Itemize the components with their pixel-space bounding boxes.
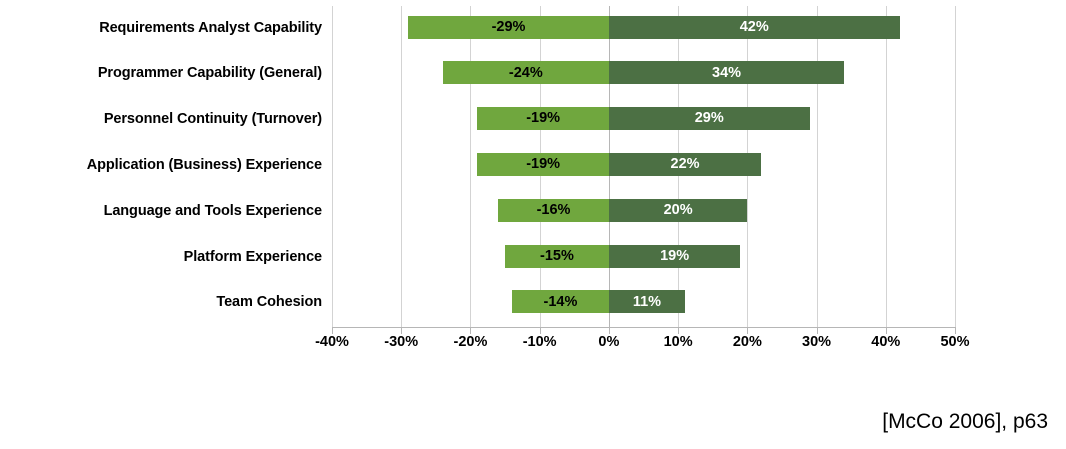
category-axis-labels: Requirements Analyst Capability Programme…: [0, 6, 322, 327]
x-tick-label: 10%: [663, 334, 693, 350]
bar-negative: -14%: [511, 290, 609, 314]
axis-tick: [470, 328, 472, 334]
bar-value-label: -19%: [526, 156, 561, 173]
axis-tick: [332, 328, 333, 334]
x-tick-label: -10%: [522, 334, 557, 350]
category-label: Programmer Capability (General): [97, 65, 322, 82]
bar-row: -24% 34%: [332, 61, 955, 85]
bar-negative: -19%: [477, 107, 609, 131]
axis-tick: [678, 328, 680, 334]
bar-negative: -19%: [477, 152, 609, 176]
category-label: Platform Experience: [183, 248, 322, 265]
bar-value-label: 34%: [712, 64, 742, 81]
bar-value-label: 22%: [670, 156, 700, 173]
x-axis-line: [332, 327, 956, 328]
bar-positive: 11%: [608, 290, 686, 314]
bar-value-label: 29%: [694, 110, 724, 127]
x-tick-label: 0%: [598, 334, 620, 350]
category-label: Team Cohesion: [216, 294, 322, 311]
bar-value-label: -29%: [491, 18, 526, 35]
gridline: [401, 6, 403, 327]
category-label: Application (Business) Experience: [86, 156, 322, 173]
bar-row: -15% 19%: [332, 244, 955, 268]
category-label: Requirements Analyst Capability: [99, 19, 322, 36]
bar-row: -14% 11%: [332, 290, 955, 314]
bar-row: -16% 20%: [332, 198, 955, 222]
bar-row: -19% 22%: [332, 152, 955, 176]
bar-chart: Requirements Analyst Capability Programme…: [0, 6, 1066, 360]
bar-positive: 22%: [608, 152, 762, 176]
gridline: [816, 6, 818, 327]
x-tick-label: 20%: [732, 334, 762, 350]
bar-positive: 20%: [608, 198, 748, 222]
axis-tick: [955, 328, 956, 334]
bar-value-label: -15%: [540, 247, 574, 264]
bar-negative: -16%: [498, 198, 609, 222]
bar-negative: -15%: [505, 244, 609, 268]
bar-row: -29% 42%: [332, 15, 955, 39]
x-axis-tick-labels: -40% -30% -20% -10% 0% 10% 20% 30% 40% 50%: [0, 334, 1066, 360]
bar-positive: 19%: [608, 244, 741, 268]
bar-negative: -29%: [408, 15, 609, 39]
x-tick-label: 50%: [940, 334, 970, 350]
bar-value-label: 19%: [660, 247, 690, 264]
bar-positive: 29%: [608, 107, 810, 131]
bar-value-label: -19%: [526, 110, 561, 127]
gridline: [470, 6, 472, 327]
bar-positive: 42%: [608, 15, 900, 39]
axis-tick: [747, 328, 749, 334]
bar-value-label: 42%: [739, 18, 769, 35]
x-tick-label: -20%: [453, 334, 488, 350]
bar-positive: 34%: [608, 61, 845, 85]
axis-tick: [885, 328, 887, 334]
axis-tick: [539, 328, 541, 334]
x-tick-label: -30%: [384, 334, 419, 350]
category-label: Language and Tools Experience: [103, 202, 323, 219]
gridline: [885, 6, 887, 327]
x-tick-label: -40%: [315, 334, 349, 350]
bar-value-label: -16%: [536, 201, 571, 218]
bar-value-label: 11%: [632, 293, 662, 310]
axis-tick: [816, 328, 818, 334]
x-tick-label: 40%: [871, 334, 901, 350]
bar-value-label: -14%: [543, 293, 578, 310]
category-label: Personnel Continuity (Turnover): [103, 111, 322, 128]
bar-value-label: 20%: [663, 201, 693, 218]
gridline: [955, 6, 956, 327]
x-tick-label: 30%: [802, 334, 832, 350]
bar-row: -19% 29%: [332, 107, 955, 131]
plot-area: -29% 42% -24% 34% -19% 29% -19% 22% -16% 20% -15% 1…: [332, 6, 956, 327]
source-caption: [McCo 2006], p63: [882, 410, 1048, 433]
gridline: [332, 6, 333, 327]
bar-value-label: -24%: [508, 64, 543, 81]
axis-tick: [608, 328, 610, 334]
bar-negative: -24%: [442, 61, 609, 85]
axis-tick: [401, 328, 403, 334]
